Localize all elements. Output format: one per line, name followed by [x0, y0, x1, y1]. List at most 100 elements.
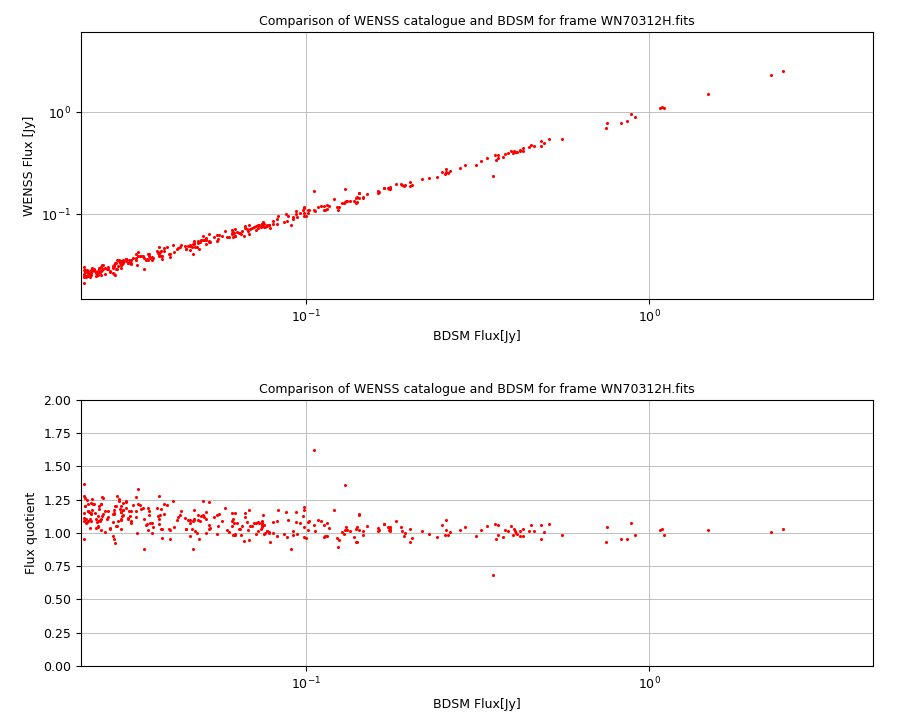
Point [234, 229, 248, 240]
Y-axis label: Flux quotient: Flux quotient [24, 492, 38, 574]
Point [350, 197, 365, 208]
Point [256, 220, 270, 231]
Point [437, 168, 452, 179]
Point [126, 499, 140, 510]
Point [94, 261, 108, 273]
Point [349, 197, 364, 208]
Point [91, 521, 105, 533]
Point [77, 270, 92, 282]
Point [444, 526, 458, 538]
Point [84, 267, 98, 279]
Point [310, 514, 325, 526]
Point [296, 204, 310, 216]
Point [180, 240, 194, 251]
Point [77, 478, 92, 490]
Point [415, 174, 429, 185]
Point [77, 500, 92, 511]
Point [92, 262, 106, 274]
Point [131, 246, 146, 258]
Point [151, 248, 166, 260]
Point [327, 504, 341, 516]
Point [98, 262, 112, 274]
Point [496, 531, 510, 543]
Point [348, 523, 363, 535]
Point [142, 505, 157, 516]
Point [524, 139, 538, 150]
Point [113, 503, 128, 515]
Point [88, 270, 103, 282]
Point [94, 266, 109, 277]
Point [154, 245, 168, 256]
Point [232, 523, 247, 535]
Point [100, 264, 114, 275]
Point [183, 530, 197, 541]
Point [130, 527, 145, 539]
Point [85, 264, 99, 275]
Point [489, 534, 503, 545]
Point [211, 521, 225, 532]
Point [184, 241, 199, 253]
Point [202, 522, 217, 534]
Point [496, 151, 510, 163]
Point [280, 531, 294, 543]
Point [194, 237, 208, 248]
Point [87, 508, 102, 519]
Point [229, 529, 243, 541]
Point [297, 531, 311, 542]
Point [302, 516, 316, 528]
Point [166, 495, 180, 507]
Point [113, 257, 128, 269]
Point [82, 507, 96, 518]
Point [235, 225, 249, 237]
Point [437, 529, 452, 541]
Point [225, 516, 239, 527]
Point [316, 531, 330, 542]
Point [700, 525, 715, 536]
Point [289, 506, 303, 518]
Point [198, 506, 212, 518]
Point [119, 253, 133, 265]
Point [343, 195, 357, 207]
Point [504, 521, 518, 532]
Point [284, 543, 298, 554]
Point [83, 271, 97, 283]
Point [116, 254, 130, 266]
Point [280, 216, 294, 228]
X-axis label: BDSM Flux[Jy]: BDSM Flux[Jy] [433, 330, 521, 343]
Point [372, 524, 386, 536]
Point [114, 523, 129, 535]
Point [350, 521, 365, 533]
Point [150, 248, 165, 259]
Point [81, 270, 95, 282]
Point [83, 269, 97, 280]
Point [119, 496, 133, 508]
Point [79, 270, 94, 282]
Point [226, 226, 240, 238]
Point [94, 259, 109, 271]
Point [270, 531, 284, 542]
Point [653, 524, 668, 536]
Point [403, 176, 418, 188]
Point [491, 519, 505, 531]
Point [242, 228, 256, 240]
Point [105, 508, 120, 520]
Point [220, 231, 234, 243]
Point [183, 514, 197, 526]
Point [195, 495, 210, 507]
Point [228, 230, 242, 242]
Point [178, 523, 193, 535]
Point [522, 142, 536, 153]
Point [85, 266, 99, 278]
Point [187, 515, 202, 526]
Point [329, 532, 344, 544]
Point [255, 218, 269, 230]
Point [232, 228, 247, 239]
Point [94, 524, 108, 536]
Point [131, 483, 146, 495]
Point [153, 510, 167, 521]
Point [516, 145, 530, 156]
Point [215, 230, 230, 241]
Point [91, 267, 105, 279]
Point [151, 250, 166, 261]
X-axis label: BDSM Flux[Jy]: BDSM Flux[Jy] [433, 698, 521, 711]
